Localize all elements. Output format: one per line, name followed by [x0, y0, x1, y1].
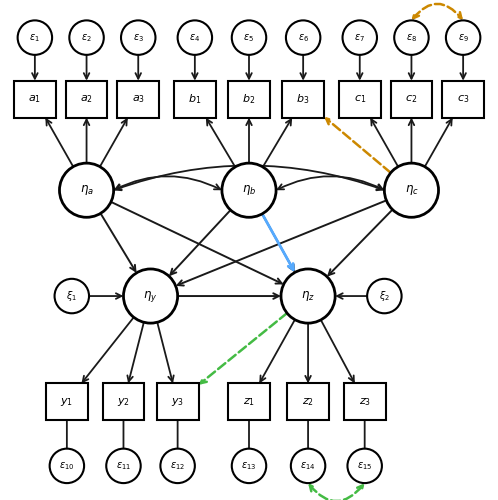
Text: $\varepsilon_8$: $\varepsilon_8$ [406, 32, 417, 44]
Text: $\xi_2$: $\xi_2$ [379, 289, 390, 303]
Text: $z_3$: $z_3$ [359, 396, 371, 408]
Circle shape [106, 448, 141, 483]
Text: $\eta_y$: $\eta_y$ [143, 288, 158, 304]
Circle shape [232, 20, 266, 55]
Bar [174, 80, 216, 118]
Bar [228, 384, 270, 420]
Bar [14, 80, 56, 118]
Text: $\varepsilon_{10}$: $\varepsilon_{10}$ [59, 460, 75, 472]
Text: $z_2$: $z_2$ [302, 396, 314, 408]
Circle shape [286, 20, 320, 55]
Text: $a_1$: $a_1$ [28, 93, 41, 105]
Text: $\varepsilon_6$: $\varepsilon_6$ [298, 32, 309, 44]
Text: $a_2$: $a_2$ [80, 93, 93, 105]
Text: $a_3$: $a_3$ [131, 93, 145, 105]
Text: $\varepsilon_3$: $\varepsilon_3$ [133, 32, 144, 44]
Circle shape [69, 20, 104, 55]
Bar [46, 384, 88, 420]
Text: $\eta_a$: $\eta_a$ [80, 183, 94, 197]
Circle shape [17, 20, 52, 55]
Bar [287, 384, 329, 420]
Circle shape [394, 20, 429, 55]
Text: $\varepsilon_7$: $\varepsilon_7$ [354, 32, 365, 44]
Text: $\varepsilon_{11}$: $\varepsilon_{11}$ [116, 460, 131, 472]
Circle shape [343, 20, 377, 55]
Text: $\xi_1$: $\xi_1$ [66, 289, 77, 303]
Bar [442, 80, 484, 118]
Text: $\varepsilon_4$: $\varepsilon_4$ [189, 32, 201, 44]
Text: $\eta_c$: $\eta_c$ [404, 183, 418, 197]
Text: $\varepsilon_{12}$: $\varepsilon_{12}$ [170, 460, 185, 472]
Circle shape [232, 448, 266, 483]
Text: $\eta_z$: $\eta_z$ [301, 289, 315, 303]
Bar [344, 384, 385, 420]
Text: $\varepsilon_{13}$: $\varepsilon_{13}$ [242, 460, 256, 472]
Circle shape [348, 448, 382, 483]
Text: $z_1$: $z_1$ [243, 396, 255, 408]
Text: $c_3$: $c_3$ [457, 93, 469, 105]
Circle shape [367, 279, 401, 314]
Text: $y_2$: $y_2$ [117, 396, 130, 408]
Text: $\varepsilon_5$: $\varepsilon_5$ [244, 32, 254, 44]
Text: $y_1$: $y_1$ [60, 396, 73, 408]
Text: $\eta_b$: $\eta_b$ [242, 183, 256, 197]
Bar [390, 80, 432, 118]
Circle shape [121, 20, 155, 55]
Text: $c_2$: $c_2$ [405, 93, 417, 105]
Circle shape [178, 20, 212, 55]
Text: $b_3$: $b_3$ [296, 92, 310, 106]
Text: $\varepsilon_{15}$: $\varepsilon_{15}$ [357, 460, 373, 472]
Circle shape [222, 163, 276, 218]
Circle shape [160, 448, 195, 483]
Circle shape [384, 163, 439, 218]
Circle shape [59, 163, 114, 218]
Bar [157, 384, 199, 420]
Text: $\varepsilon_2$: $\varepsilon_2$ [81, 32, 92, 44]
Circle shape [281, 269, 335, 323]
Circle shape [50, 448, 84, 483]
Text: $b_2$: $b_2$ [243, 92, 255, 106]
Text: $c_1$: $c_1$ [354, 93, 366, 105]
Text: $\varepsilon_9$: $\varepsilon_9$ [458, 32, 469, 44]
Circle shape [291, 448, 325, 483]
Bar [282, 80, 324, 118]
Bar [339, 80, 380, 118]
Bar [118, 80, 159, 118]
Text: $y_3$: $y_3$ [171, 396, 184, 408]
Bar [228, 80, 270, 118]
Circle shape [124, 269, 178, 323]
Bar [66, 80, 108, 118]
Text: $b_1$: $b_1$ [188, 92, 202, 106]
Text: $\varepsilon_{14}$: $\varepsilon_{14}$ [300, 460, 316, 472]
Text: $\varepsilon_1$: $\varepsilon_1$ [29, 32, 40, 44]
Circle shape [55, 279, 89, 314]
Circle shape [446, 20, 481, 55]
Bar [103, 384, 144, 420]
